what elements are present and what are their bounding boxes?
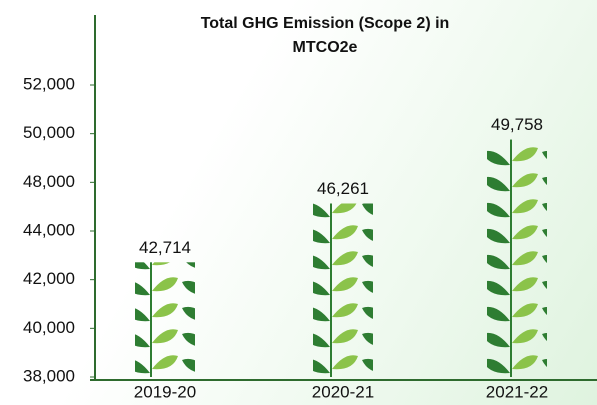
y-tick-label: 48,000 (23, 172, 75, 191)
y-tick-label: 38,000 (23, 366, 75, 385)
data-label: 46,261 (317, 179, 369, 198)
x-tick-label: 2020-21 (312, 382, 374, 401)
y-tick-label: 42,000 (23, 269, 75, 288)
bar (135, 262, 195, 377)
data-label: 49,758 (491, 115, 543, 134)
x-tick-label: 2021-22 (486, 382, 548, 401)
bar (487, 139, 547, 377)
data-label: 42,714 (139, 238, 191, 257)
y-tick-label: 44,000 (23, 220, 75, 239)
y-tick-label: 50,000 (23, 123, 75, 142)
chart-title: Total GHG Emission (Scope 2) in MTCO2e (200, 15, 450, 56)
y-tick-label: 40,000 (23, 318, 75, 337)
bar (313, 203, 373, 377)
y-tick-label: 52,000 (23, 74, 75, 93)
x-tick-label: 2019-20 (134, 382, 196, 401)
